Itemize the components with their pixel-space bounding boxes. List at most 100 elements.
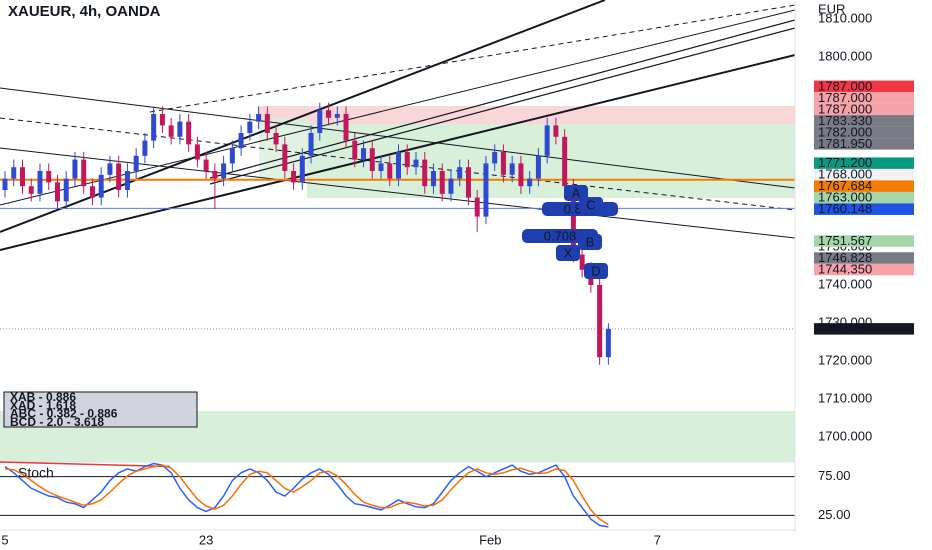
candle-body bbox=[177, 121, 183, 137]
candle-body bbox=[54, 182, 60, 202]
candle-body bbox=[256, 113, 262, 122]
price-badge bbox=[814, 103, 914, 116]
candle-body bbox=[142, 140, 148, 156]
candle-body bbox=[168, 125, 174, 137]
candle-body bbox=[317, 110, 323, 133]
y-tick-label: 1740.000 bbox=[818, 276, 872, 291]
candle-body bbox=[605, 328, 611, 358]
price-badge-label: 1746.828 bbox=[818, 250, 872, 265]
price-badge-label: 1787.000 bbox=[818, 78, 872, 93]
y-tick-label: 1700.000 bbox=[818, 428, 872, 443]
point-label: C bbox=[586, 197, 595, 212]
zone-green bbox=[307, 124, 795, 198]
candle-body bbox=[212, 170, 218, 179]
point-badge bbox=[556, 245, 580, 261]
candle-body bbox=[133, 155, 139, 171]
candle-body bbox=[247, 121, 253, 133]
price-badge bbox=[814, 92, 914, 104]
candle-body bbox=[562, 136, 568, 187]
price-badge bbox=[814, 80, 914, 93]
point-label: X bbox=[564, 245, 573, 260]
candle-body bbox=[535, 155, 541, 179]
candle-body bbox=[2, 178, 8, 190]
candle-body bbox=[492, 151, 498, 164]
point-badge bbox=[579, 197, 603, 213]
price-badge-label: 1760.148 bbox=[818, 201, 872, 216]
price-badge bbox=[814, 138, 914, 150]
candle-body bbox=[186, 121, 192, 145]
trend-line bbox=[0, 147, 796, 239]
candle-body bbox=[124, 170, 130, 190]
candle-body bbox=[299, 155, 305, 183]
price-badge bbox=[814, 168, 914, 181]
stoch-tick-label: 25.00 bbox=[818, 507, 851, 522]
candle-body bbox=[194, 144, 200, 160]
stoch-line bbox=[4, 462, 609, 528]
x-tick-label: 5 bbox=[1, 532, 8, 547]
candle-body bbox=[483, 163, 489, 217]
candle-body bbox=[291, 170, 297, 183]
candle-body bbox=[570, 186, 576, 255]
price-badge-label: 1744.350 bbox=[818, 261, 872, 276]
price-badge bbox=[814, 235, 914, 247]
candle-body bbox=[19, 167, 25, 187]
stoch-title: Stoch bbox=[18, 465, 54, 481]
price-lines bbox=[0, 178, 795, 330]
candle-body bbox=[352, 140, 358, 160]
price-badge-label: 1782.000 bbox=[818, 124, 872, 139]
stat-line: ABC - 0.382 - 0.886 bbox=[10, 407, 118, 421]
trend-line bbox=[209, 19, 796, 179]
price-badge bbox=[814, 263, 914, 276]
candle-body bbox=[11, 167, 17, 179]
candle-body bbox=[238, 132, 244, 149]
candle-body bbox=[448, 178, 454, 194]
candle-body bbox=[361, 148, 367, 160]
candle-body bbox=[282, 144, 288, 171]
candle-body bbox=[72, 159, 78, 179]
candle-body bbox=[474, 197, 480, 217]
candle-body bbox=[308, 132, 314, 156]
candle-body bbox=[387, 163, 393, 179]
candle-body bbox=[107, 163, 113, 175]
candle-body bbox=[221, 163, 227, 179]
candle-body bbox=[597, 284, 603, 358]
zone-pink bbox=[259, 106, 795, 124]
candle-body bbox=[229, 148, 235, 164]
point-badge bbox=[584, 263, 608, 279]
candle-body bbox=[98, 174, 104, 198]
price-badge bbox=[814, 191, 914, 204]
candle-body bbox=[343, 113, 349, 141]
price-badge-label: 1781.950 bbox=[818, 136, 872, 151]
candle-body bbox=[396, 151, 401, 179]
x-tick-label: Feb bbox=[479, 532, 501, 547]
candle-body bbox=[404, 151, 410, 168]
candle-body bbox=[151, 113, 157, 141]
candle-body bbox=[579, 254, 585, 270]
x-tick-label: 7 bbox=[654, 532, 661, 547]
point-badge bbox=[578, 234, 602, 250]
stoch-pane bbox=[0, 462, 795, 528]
candle-body bbox=[334, 113, 340, 118]
zones bbox=[0, 106, 795, 462]
y-tick-label: 1710.000 bbox=[818, 390, 872, 405]
candle-body bbox=[527, 178, 533, 187]
candle-body bbox=[37, 170, 43, 194]
price-badge-label: 1787.000 bbox=[818, 101, 872, 116]
point-label: D bbox=[591, 263, 600, 278]
candle-body bbox=[500, 151, 506, 175]
candle-body bbox=[28, 186, 34, 194]
stoch-red-line bbox=[0, 461, 170, 468]
candle-body bbox=[46, 170, 52, 183]
trend-line-dashed bbox=[149, 4, 796, 113]
point-label: A bbox=[572, 185, 581, 200]
price-badge bbox=[814, 203, 914, 215]
candle-body bbox=[369, 148, 375, 171]
candle-body bbox=[81, 159, 87, 187]
price-badge-label: 1787.000 bbox=[818, 90, 872, 105]
y-tick-label: 1810.000 bbox=[818, 10, 872, 25]
ratio-label: 0.708 bbox=[544, 228, 577, 243]
price-badge bbox=[814, 126, 914, 139]
point-badge bbox=[564, 185, 588, 201]
